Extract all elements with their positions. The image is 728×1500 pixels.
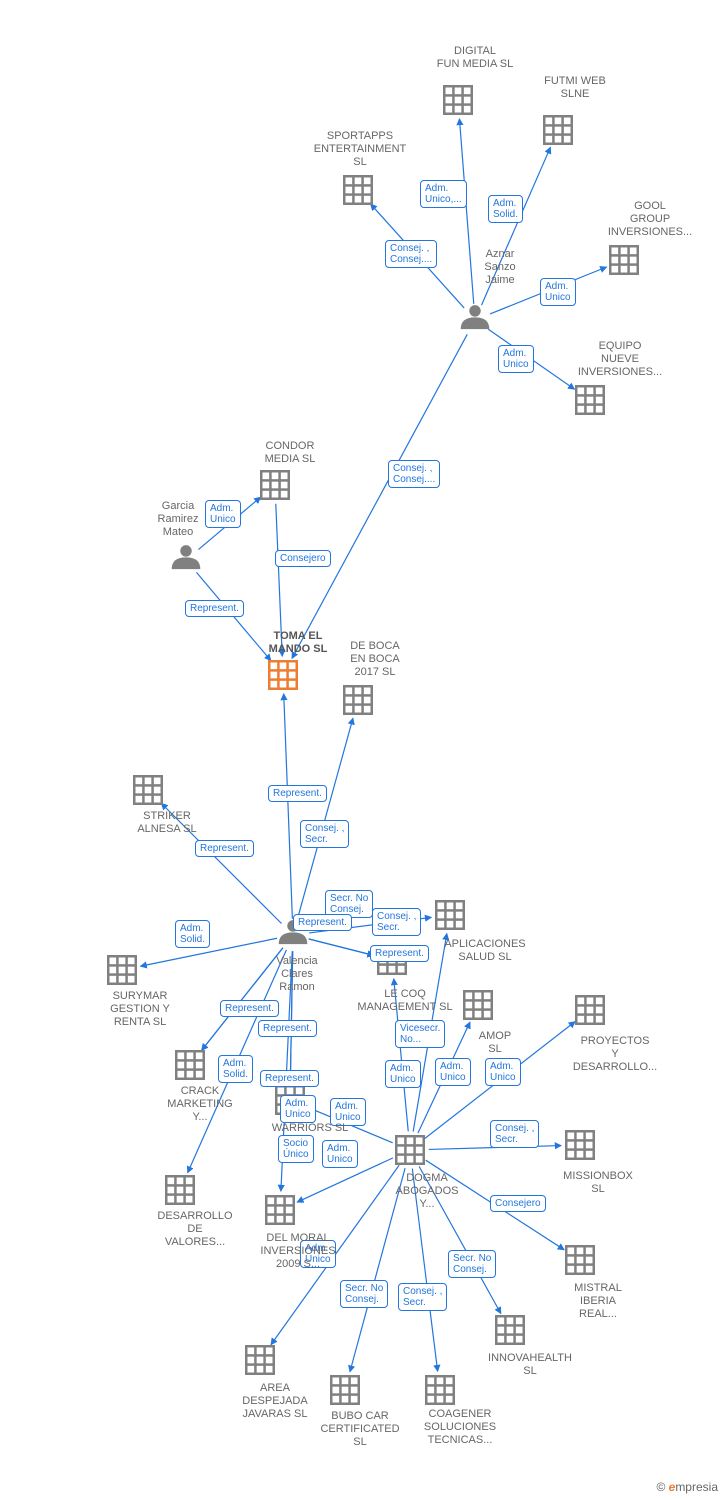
node-label: MISSIONBOX SL (548, 1170, 648, 1196)
building-icon[interactable] (265, 1195, 295, 1225)
edge-label: Adm. Unico (540, 278, 576, 306)
edge-label: Consej. , Consej.... (385, 240, 437, 268)
node-label: CRACK MARKETING Y... (155, 1085, 245, 1125)
person-icon[interactable] (461, 305, 490, 329)
edge-label: Adm. Solid. (175, 920, 210, 948)
node-label: SURYMAR GESTION Y RENTA SL (95, 990, 185, 1030)
edge-label: Consejero (275, 550, 331, 567)
node-label: PROYECTOS Y DESARROLLO... (555, 1035, 675, 1075)
node-label: BUBO CAR CERTIFICATED SL (305, 1410, 415, 1450)
edge-label: Adm. Unico (322, 1140, 358, 1168)
edge-label: Adm. Unico (280, 1095, 316, 1123)
edge-label: Adm. Unico (435, 1058, 471, 1086)
node-label: SPORTAPPS ENTERTAINMENT SL (300, 130, 420, 170)
edge-label: Adm. Unico,... (420, 180, 467, 208)
building-icon[interactable] (343, 685, 373, 715)
edge-label: Secr. No Consej. (340, 1280, 388, 1308)
edge-label: Represent. (185, 600, 244, 617)
node-label: DESARROLLO DE VALORES... (145, 1210, 245, 1250)
node-label: WARRIORS SL (260, 1122, 360, 1135)
building-icon[interactable] (260, 470, 290, 500)
node-label: LE COQ MANAGEMENT SL (340, 988, 470, 1014)
edge-label: Adm. Unico (498, 345, 534, 373)
edge-label: Consej. , Consej.... (388, 460, 440, 488)
edge-label: Represent. (220, 1000, 279, 1017)
node-label: GOOL GROUP INVERSIONES... (595, 200, 705, 240)
edge-label: Adm. Unico (205, 500, 241, 528)
node-label: EQUIPO NUEVE INVERSIONES... (560, 340, 680, 380)
node-label: DIGITAL FUN MEDIA SL (420, 45, 530, 71)
node-label: APLICACIONES SALUD SL (430, 938, 540, 964)
edge-label: Secr. No Consej. (448, 1250, 496, 1278)
node-label: Garcia Ramirez Mateo (148, 500, 208, 540)
brand-rest: mpresia (675, 1480, 718, 1494)
edge-label: Represent. (293, 914, 352, 931)
node-label: CONDOR MEDIA SL (250, 440, 330, 466)
building-icon[interactable] (425, 1375, 455, 1405)
edge-label: Consejero (490, 1195, 546, 1212)
building-icon[interactable] (565, 1245, 595, 1275)
node-label: STRIKER ALNESA SL (122, 810, 212, 836)
edge (309, 939, 374, 955)
edge-label: Represent. (195, 840, 254, 857)
edge (292, 334, 467, 658)
edge-label: Represent. (370, 945, 429, 962)
building-icon[interactable] (565, 1130, 595, 1160)
edge-label: Represent. (268, 785, 327, 802)
node-label: MISTRAL IBERIA REAL... (558, 1282, 638, 1322)
copyright-symbol: © (656, 1480, 665, 1494)
node-label: INNOVAHEALTH SL (470, 1352, 590, 1378)
node-label: Aznar Sanzo Jaime (470, 248, 530, 288)
building-icon[interactable] (575, 385, 605, 415)
edge-label: Adm. Unico (485, 1058, 521, 1086)
building-icon[interactable] (609, 245, 639, 275)
building-icon[interactable] (343, 175, 373, 205)
building-icon[interactable] (175, 1050, 205, 1080)
edge (284, 694, 293, 919)
edge-label: Consej. , Secr. (300, 820, 349, 848)
node-label: Valencia Clares Ramon (262, 955, 332, 995)
building-icon[interactable] (330, 1375, 360, 1405)
building-icon[interactable] (245, 1345, 275, 1375)
person-icon[interactable] (172, 545, 201, 569)
edge-label: Adm. Unico (385, 1060, 421, 1088)
building-icon[interactable] (395, 1135, 425, 1165)
edge-label: Consej. , Secr. (398, 1283, 447, 1311)
edge-label: Consej. , Secr. (372, 908, 421, 936)
node-label: TOMA EL MANDO SL (248, 630, 348, 656)
building-icon[interactable] (268, 660, 298, 690)
building-icon[interactable] (133, 775, 163, 805)
edge-label: Represent. (258, 1020, 317, 1037)
building-icon[interactable] (575, 995, 605, 1025)
building-icon[interactable] (443, 85, 473, 115)
edge-label: Consej. , Secr. (490, 1120, 539, 1148)
building-icon[interactable] (165, 1175, 195, 1205)
node-label: FUTMI WEB SLNE (530, 75, 620, 101)
node-label: DE BOCA EN BOCA 2017 SL (335, 640, 415, 680)
building-icon[interactable] (435, 900, 465, 930)
building-icon[interactable] (543, 115, 573, 145)
edge-label: Represent. (260, 1070, 319, 1087)
edge-label: Adm. Solid. (218, 1055, 253, 1083)
building-icon[interactable] (495, 1315, 525, 1345)
node-label: COAGENER SOLUCIONES TECNICAS... (405, 1408, 515, 1448)
edge-label: Adm. Solid. (488, 195, 523, 223)
node-label: AMOP SL (470, 1030, 520, 1056)
node-label: DEL MORAL INVERSIONES 2009 S... (248, 1232, 348, 1272)
edge-label: Vicesecr. No... (395, 1020, 445, 1048)
copyright: © empresia (656, 1480, 718, 1494)
edge-label: Socio Único (278, 1135, 314, 1163)
building-icon[interactable] (107, 955, 137, 985)
node-label: DOGMA ABOGADOS Y... (382, 1172, 472, 1212)
